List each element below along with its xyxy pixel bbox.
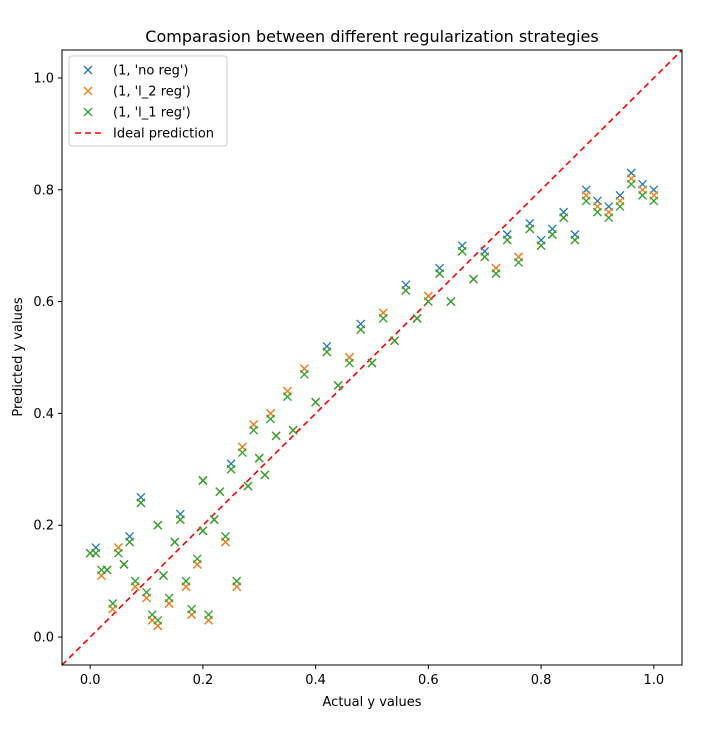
data-point-series-3 (288, 425, 298, 435)
data-point-series-3 (525, 224, 535, 234)
data-point-series-3 (367, 358, 377, 368)
data-point-series-3 (282, 392, 292, 402)
y-tick-label: 0.4 (33, 407, 54, 422)
data-point-series-3 (198, 526, 208, 536)
data-point-series-3 (125, 537, 135, 547)
data-point-series-3 (153, 520, 163, 530)
data-point-series-3 (192, 554, 202, 564)
data-point-series-3 (547, 230, 557, 239)
data-point-series-3 (271, 431, 281, 441)
x-tick-label: 1.0 (643, 673, 664, 688)
data-point-series-3 (322, 347, 332, 357)
legend: (1, 'no reg') (1, 'l_2 reg') (1, 'l_1 reg'… (68, 55, 228, 147)
legend-label: Ideal prediction (113, 127, 214, 142)
legend-label: (1, 'no reg') (113, 64, 188, 79)
data-point-series-3 (158, 571, 168, 581)
data-point-series-3 (468, 274, 478, 284)
data-point-series-3 (260, 470, 270, 480)
data-point-series-3 (423, 297, 433, 307)
data-point-series-3 (130, 576, 140, 586)
data-point-series-3 (299, 369, 309, 379)
y-tick-label: 0.6 (33, 295, 54, 310)
data-point-series-3 (243, 481, 253, 491)
legend-marker (83, 86, 93, 96)
data-point-series-3 (356, 325, 366, 335)
data-point-series-3 (446, 297, 456, 307)
data-point-series-3 (113, 548, 123, 558)
data-point-series-3 (344, 358, 354, 368)
data-point-series-3 (592, 207, 602, 217)
data-point-series-3 (491, 269, 501, 279)
data-point-series-3 (536, 241, 546, 251)
x-tick-label: 0.0 (80, 673, 101, 688)
plot-frame (61, 49, 683, 666)
data-point-series-3 (119, 559, 129, 569)
data-point-series-3 (604, 213, 614, 223)
data-point-series-3 (232, 576, 242, 586)
data-point-series-3 (187, 604, 197, 614)
y-tick-label: 0.8 (33, 183, 54, 198)
data-point-series-3 (175, 515, 185, 525)
data-point-series-3 (649, 196, 659, 206)
data-point-series-3 (136, 498, 146, 508)
y-axis-title: Predicted y values (11, 297, 26, 416)
data-point-series-3 (254, 453, 264, 463)
data-point-series-3 (378, 313, 388, 323)
legend-frame (68, 55, 228, 147)
data-point-series-3 (170, 537, 180, 547)
data-point-series-3 (237, 448, 247, 458)
data-point-series-3 (480, 252, 490, 262)
data-point-series-3 (204, 610, 214, 620)
data-point-series-3 (401, 285, 411, 295)
legend-marker (83, 65, 93, 75)
data-point-series-3 (142, 587, 152, 597)
data-point-series-3 (311, 397, 321, 407)
ideal-prediction-line (62, 50, 682, 665)
data-point-series-3 (91, 548, 101, 558)
data-point-series-3 (581, 196, 591, 206)
x-tick-label: 0.2 (193, 673, 214, 688)
data-point-series-3 (108, 599, 118, 608)
data-point-series-3 (615, 202, 625, 212)
data-point-series-3 (209, 515, 219, 525)
data-point-series-3 (502, 235, 512, 245)
legend-label: (1, 'l_1 reg') (113, 106, 191, 121)
y-tick-label: 0.2 (33, 519, 54, 534)
data-point-series-3 (198, 476, 208, 485)
data-point-series-3 (626, 179, 636, 189)
chart-title: Comparasion between different regulariza… (145, 27, 598, 46)
legend-marker (83, 107, 93, 117)
x-tick-label: 0.8 (531, 673, 552, 688)
data-point-series-3 (333, 380, 343, 390)
y-tick-label: 0.0 (33, 631, 54, 646)
data-point-series-3 (220, 531, 230, 541)
data-point-series-3 (266, 414, 276, 424)
x-tick-label: 0.6 (418, 673, 439, 688)
data-point-series-3 (102, 565, 112, 575)
data-point-series-3 (514, 257, 524, 267)
data-point-series-3 (153, 615, 163, 625)
data-point-series-3 (215, 487, 225, 497)
data-point-series-3 (559, 213, 569, 223)
data-point-series-3 (164, 593, 174, 603)
data-point-series-3 (638, 190, 648, 200)
data-point-series-3 (570, 235, 580, 245)
x-axis-title: Actual y values (323, 695, 422, 710)
y-tick-label: 1.0 (33, 71, 54, 86)
x-tick-label: 0.4 (305, 673, 326, 688)
data-point-series-3 (457, 246, 467, 256)
data-point-series-3 (249, 425, 259, 435)
data-point-series-3 (226, 464, 236, 474)
legend-label: (1, 'l_2 reg') (113, 85, 191, 100)
data-point-series-3 (435, 269, 445, 279)
data-point-series-3 (412, 313, 422, 323)
data-point-series-3 (390, 336, 400, 346)
data-point-series-3 (181, 576, 191, 586)
